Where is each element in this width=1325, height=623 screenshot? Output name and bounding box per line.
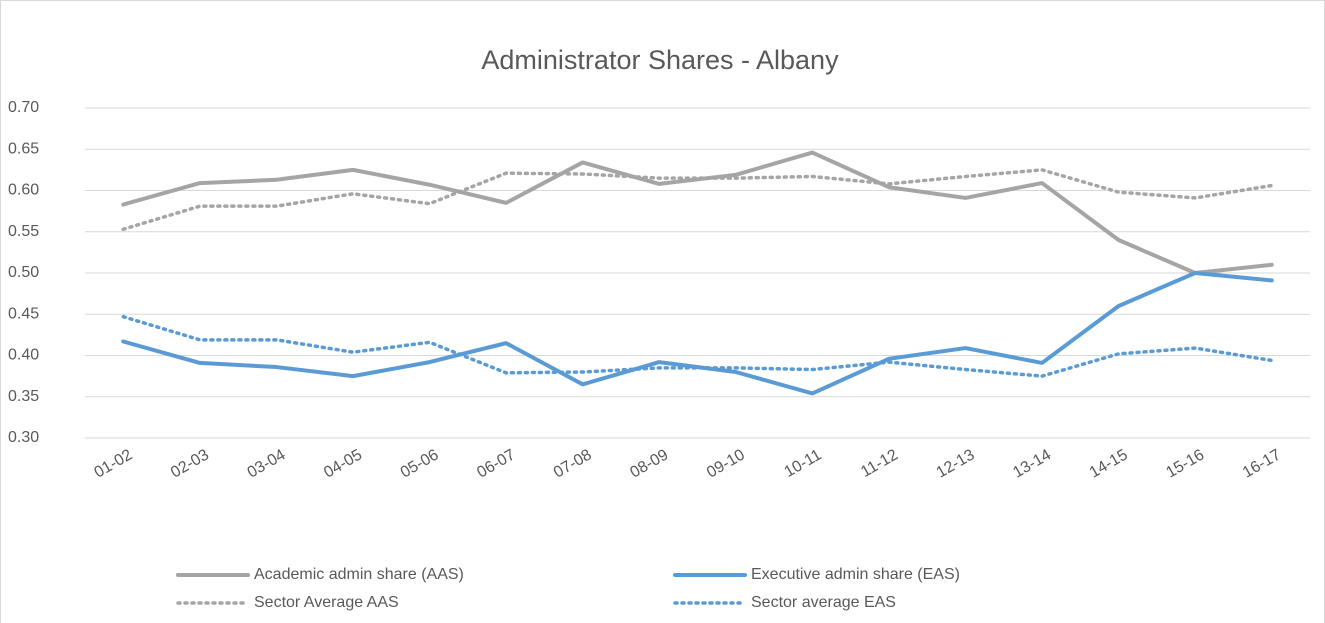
- x-tick-label: 04-05: [321, 446, 365, 481]
- x-tick-label: 08-09: [627, 446, 671, 481]
- legend-label: Academic admin share (AAS): [254, 566, 464, 583]
- x-tick-label: 15-16: [1163, 446, 1207, 481]
- x-tick-label: 07-08: [551, 446, 595, 481]
- y-tick-label: 0.50: [8, 264, 39, 281]
- x-tick-label: 06-07: [474, 446, 518, 481]
- x-tick-label: 14-15: [1087, 446, 1131, 481]
- x-tick-label: 16-17: [1240, 446, 1284, 481]
- legend-label: Executive admin share (EAS): [751, 566, 960, 583]
- y-tick-label: 0.60: [8, 182, 39, 199]
- y-tick-label: 0.55: [8, 223, 39, 240]
- series-line: [121, 150, 1274, 275]
- series-line: [121, 168, 1274, 232]
- y-tick-label: 0.40: [8, 347, 39, 364]
- y-tick-label: 0.30: [8, 429, 39, 446]
- x-tick-label: 09-10: [704, 446, 748, 481]
- y-tick-label: 0.45: [8, 305, 39, 322]
- chart-title: Administrator Shares - Albany: [481, 45, 839, 75]
- y-tick-label: 0.65: [8, 140, 39, 157]
- x-tick-label: 10-11: [782, 446, 825, 481]
- x-tick-label: 01-02: [91, 446, 135, 481]
- y-tick-label: 0.35: [8, 388, 39, 405]
- x-tick-label: 11-12: [858, 446, 901, 481]
- x-tick-label: 02-03: [168, 446, 212, 481]
- series-line: [121, 314, 1274, 378]
- y-tick-label: 0.70: [8, 99, 39, 116]
- x-tick-label: 05-06: [398, 446, 442, 481]
- legend-label: Sector average EAS: [751, 594, 896, 611]
- legend-label: Sector Average AAS: [254, 594, 399, 611]
- x-tick-label: 12-13: [934, 446, 978, 481]
- x-tick-label: 13-14: [1010, 446, 1054, 481]
- series-line: [121, 271, 1274, 396]
- x-tick-label: 03-04: [245, 446, 289, 481]
